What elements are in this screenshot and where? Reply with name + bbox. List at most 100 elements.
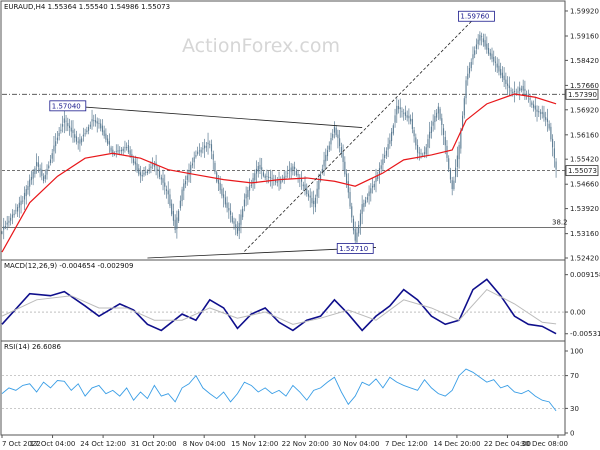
candle-body bbox=[513, 90, 516, 93]
candle-body bbox=[384, 154, 386, 158]
candle-body bbox=[370, 188, 372, 194]
candle-body bbox=[335, 127, 337, 136]
candle-body bbox=[136, 163, 138, 171]
candle-body bbox=[351, 206, 353, 218]
candle-body bbox=[20, 200, 22, 206]
x-tick-label: 7 Oct 2022 bbox=[2, 440, 41, 448]
candle-body bbox=[193, 157, 195, 163]
candle-body bbox=[72, 130, 74, 134]
candle-body bbox=[349, 192, 351, 207]
candle-body bbox=[216, 172, 218, 182]
x-tick-label: 31 Oct 20:00 bbox=[131, 440, 177, 448]
macd-macd-line bbox=[1, 278, 557, 335]
candle-body bbox=[363, 202, 365, 208]
rsi-tick-label: 30 bbox=[570, 405, 579, 413]
candle-body bbox=[122, 148, 124, 152]
candle-body bbox=[245, 194, 247, 199]
price-level-box bbox=[565, 88, 599, 100]
candle-body bbox=[493, 56, 495, 62]
candle-body bbox=[328, 145, 330, 150]
candle-body bbox=[375, 177, 377, 182]
candle-body bbox=[48, 165, 50, 169]
candle-body bbox=[453, 180, 455, 189]
candle-body bbox=[108, 141, 110, 145]
price-tag-box bbox=[336, 243, 374, 254]
candle-body bbox=[167, 190, 169, 195]
candle-body bbox=[475, 44, 477, 49]
candle-body bbox=[11, 214, 13, 218]
candle-body bbox=[434, 115, 436, 123]
candle-body bbox=[337, 134, 339, 139]
candle-body bbox=[226, 202, 228, 208]
candle-body bbox=[101, 125, 103, 132]
candle-body bbox=[224, 197, 226, 205]
candle-body bbox=[446, 145, 448, 158]
price-level-box bbox=[565, 165, 599, 177]
candle-body bbox=[105, 133, 107, 140]
candle-body bbox=[67, 123, 69, 127]
candle-body bbox=[394, 115, 396, 123]
candle-body bbox=[127, 145, 129, 153]
candle-body bbox=[75, 136, 78, 142]
candle-body bbox=[420, 153, 422, 155]
price-tick-label: 1.59920 bbox=[570, 7, 599, 15]
price-chart-title: EURAUD,H4 1.55364 1.55540 1.54986 1.5507… bbox=[4, 3, 170, 11]
candle-body bbox=[496, 63, 498, 68]
candle-body bbox=[36, 162, 38, 167]
candle-body bbox=[55, 141, 57, 147]
candle-body bbox=[437, 106, 439, 114]
candle-body bbox=[555, 161, 557, 170]
candle-body bbox=[150, 166, 152, 169]
candle-body bbox=[152, 164, 154, 166]
candle-body bbox=[380, 165, 382, 169]
candle-body bbox=[58, 133, 60, 136]
candle-body bbox=[326, 150, 329, 157]
candle-body bbox=[153, 163, 155, 167]
candle-body bbox=[255, 168, 258, 174]
candle-body bbox=[501, 72, 503, 79]
candle-body bbox=[49, 159, 52, 163]
candle-body bbox=[238, 222, 240, 231]
candle-body bbox=[429, 131, 431, 139]
candle-body bbox=[302, 184, 304, 187]
candle-body bbox=[214, 162, 216, 173]
candle-body bbox=[479, 34, 481, 41]
candle-body bbox=[212, 154, 214, 160]
rsi-tick-label: 0 bbox=[570, 430, 574, 438]
candle-body bbox=[389, 140, 391, 144]
candle-body bbox=[307, 193, 310, 197]
candle-body bbox=[25, 189, 27, 197]
candle-body bbox=[221, 188, 223, 196]
candle-body bbox=[243, 199, 245, 207]
candle-body bbox=[266, 176, 268, 177]
candle-body bbox=[417, 144, 419, 153]
candle-body bbox=[538, 111, 540, 113]
candle-body bbox=[89, 124, 91, 127]
candle-body bbox=[160, 177, 162, 180]
candle-body bbox=[162, 178, 164, 183]
candle-body bbox=[325, 154, 327, 162]
candle-body bbox=[240, 214, 242, 225]
candle-body bbox=[352, 218, 355, 231]
price-tag-label: 1.52710 bbox=[339, 245, 368, 253]
rsi-panel bbox=[0, 340, 566, 436]
candle-body bbox=[413, 130, 415, 137]
candle-body bbox=[129, 150, 131, 156]
candle-body bbox=[37, 162, 39, 168]
candle-body bbox=[515, 93, 517, 95]
macd-y-axis: 0.009158 0.00 -0.005312 bbox=[565, 271, 600, 338]
candle-body bbox=[519, 87, 521, 91]
candle-body bbox=[115, 151, 117, 153]
fibonacci-level-label: 38.2 bbox=[552, 218, 568, 226]
candle-body bbox=[56, 137, 58, 141]
price-tick-label: 1.52420 bbox=[570, 255, 599, 263]
candle-body bbox=[275, 179, 277, 183]
candle-body bbox=[347, 181, 349, 193]
candle-body bbox=[18, 202, 20, 208]
candle-body bbox=[430, 126, 432, 134]
candle-body bbox=[481, 36, 483, 38]
candle-body bbox=[505, 79, 507, 85]
candle-body bbox=[13, 213, 15, 216]
dashed-trend-line bbox=[244, 15, 477, 252]
candle-body bbox=[441, 118, 443, 125]
